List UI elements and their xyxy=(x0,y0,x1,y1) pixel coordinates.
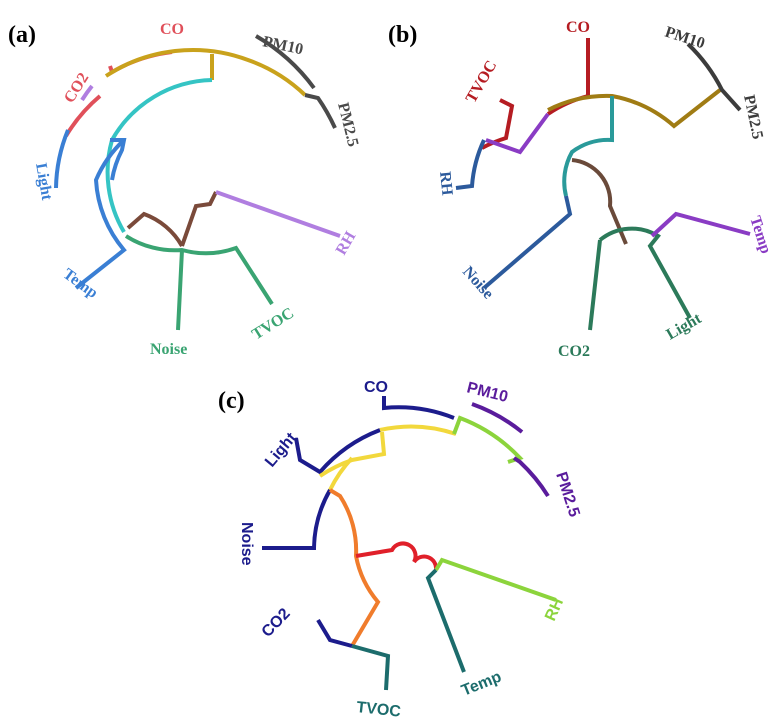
link-c-orange xyxy=(328,488,381,648)
link-a-pm10 xyxy=(254,34,316,90)
link-b-brown xyxy=(571,158,628,245)
leaf-b-co: CO xyxy=(566,19,590,36)
leaf-a-tvoc: TVOC xyxy=(249,305,297,344)
leaf-c-co: CO xyxy=(364,379,388,396)
leaf-c-pm10: PM10 xyxy=(465,379,510,406)
leaf-a-rh: RH xyxy=(333,228,360,258)
leaf-c-pm25: PM2.5 xyxy=(552,470,582,519)
panel-a-label: (a) xyxy=(8,22,36,48)
leaf-b-light: Light xyxy=(664,310,705,344)
leaf-a-light: Light xyxy=(32,162,55,202)
link-a-rh xyxy=(215,190,341,238)
panel-b: (b) CO TVOC PM10 PM2.5 RH Temp Noise CO2… xyxy=(388,19,769,360)
link-c-co xyxy=(382,396,455,420)
link-c-yellow xyxy=(318,424,457,491)
link-c-pm10 xyxy=(471,402,524,434)
leaf-a-pm25: PM2.5 xyxy=(334,101,361,149)
link-a-gold xyxy=(104,48,307,97)
link-a-green xyxy=(124,234,274,331)
leaf-b-tvoc: TVOC xyxy=(463,58,501,106)
link-a-brown xyxy=(126,191,218,248)
link-a-lilac xyxy=(80,84,94,102)
link-b-olive xyxy=(547,88,722,129)
leaf-c-noise: Noise xyxy=(238,522,255,566)
link-c-rh xyxy=(434,557,557,602)
panel-c: (c) CO PM10 Light PM2.5 Noise RH CO2 Tem… xyxy=(218,379,583,717)
leaf-c-tvoc: TVOC xyxy=(356,699,402,717)
link-a-blue-inner2 xyxy=(110,138,127,181)
panel-c-label: (c) xyxy=(218,388,245,414)
link-c-pm25 xyxy=(512,456,550,498)
link-a-cyan xyxy=(105,78,213,234)
link-b-noise xyxy=(482,195,573,290)
leaf-c-light: Light xyxy=(262,429,301,470)
leaf-a-noise: Noise xyxy=(150,341,187,358)
link-c-red xyxy=(355,541,439,571)
leaf-b-rh: RH xyxy=(436,171,455,197)
link-b-tvoc xyxy=(481,98,515,150)
link-b-purple xyxy=(485,112,550,155)
leaf-b-co2: CO2 xyxy=(558,343,590,360)
leaf-a-co: CO xyxy=(160,21,184,38)
leaf-c-co2: CO2 xyxy=(259,605,294,641)
leaf-b-pm10: PM10 xyxy=(663,24,707,53)
link-c-co2 xyxy=(316,618,353,648)
link-b-teal xyxy=(562,96,614,197)
leaf-a-co2: CO2 xyxy=(61,70,92,106)
link-b-green xyxy=(588,226,692,331)
leaf-c-rh: RH xyxy=(542,596,567,624)
link-c-light xyxy=(294,428,381,475)
link-c-tvoc xyxy=(351,644,391,691)
link-b-rh xyxy=(455,139,486,190)
leaf-b-pm25: PM2.5 xyxy=(740,93,766,140)
link-c-lime xyxy=(452,415,524,464)
link-c-noise xyxy=(262,489,332,550)
link-c-temp xyxy=(425,568,466,673)
panel-b-label: (b) xyxy=(388,22,417,48)
link-a-light xyxy=(54,129,70,189)
link-a-pm25 xyxy=(304,93,337,129)
panel-a: (a) CO CO2 PM10 PM2.5 Light RH Temp Nois… xyxy=(8,21,361,358)
link-a-blue-inner xyxy=(74,138,127,290)
leaf-c-temp: Temp xyxy=(459,668,504,699)
link-b-temp xyxy=(650,211,751,238)
link-b-pm10 xyxy=(686,42,742,112)
